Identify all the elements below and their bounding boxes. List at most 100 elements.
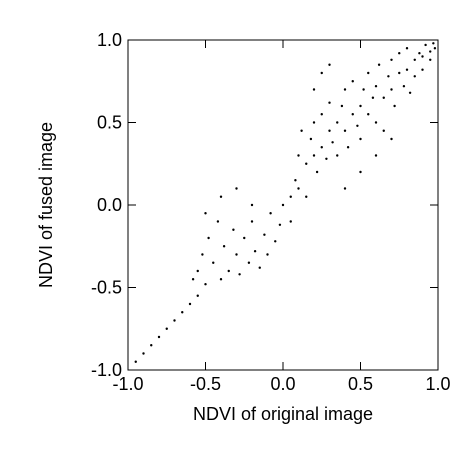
point	[300, 129, 303, 132]
point	[212, 261, 215, 264]
point	[393, 104, 396, 108]
point	[204, 212, 207, 215]
point	[402, 85, 406, 88]
point	[421, 68, 424, 71]
point	[274, 240, 277, 243]
point	[421, 55, 424, 58]
point	[374, 85, 378, 88]
point	[263, 233, 266, 236]
point	[362, 88, 365, 91]
point	[328, 129, 331, 132]
point	[359, 104, 362, 108]
y-tick-label: 0.0	[97, 195, 122, 215]
point	[377, 63, 381, 66]
point	[405, 68, 409, 71]
point	[346, 146, 350, 149]
point	[227, 269, 230, 273]
point	[269, 212, 272, 215]
point	[320, 113, 323, 116]
point	[235, 187, 238, 190]
x-tick-label: -0.5	[190, 374, 221, 394]
point	[297, 187, 300, 190]
point	[181, 311, 184, 314]
point	[258, 266, 261, 269]
point	[382, 96, 385, 99]
point	[331, 141, 334, 144]
y-tick-label: 1.0	[97, 30, 122, 50]
point	[188, 302, 192, 306]
point	[312, 154, 316, 157]
point	[387, 75, 390, 78]
point	[243, 236, 246, 240]
point	[289, 195, 292, 198]
point	[320, 146, 323, 149]
point	[398, 71, 401, 75]
point	[315, 170, 319, 174]
y-tick-label: 0.5	[97, 113, 122, 133]
point	[390, 88, 393, 91]
point	[196, 294, 199, 297]
point	[356, 124, 359, 128]
point	[374, 154, 378, 157]
point	[374, 121, 378, 124]
point	[250, 220, 254, 223]
point	[173, 319, 176, 322]
point	[201, 253, 204, 256]
point	[371, 96, 375, 99]
point	[336, 154, 339, 157]
point	[165, 327, 168, 330]
point	[204, 283, 207, 286]
point	[325, 157, 328, 160]
point	[305, 162, 308, 165]
point	[281, 203, 285, 207]
point	[191, 278, 195, 281]
point	[359, 137, 362, 141]
point	[429, 50, 432, 53]
point	[359, 170, 362, 174]
y-tick-label: -0.5	[91, 278, 122, 298]
point	[294, 179, 297, 182]
point	[207, 236, 210, 240]
point	[238, 273, 241, 276]
point	[390, 137, 393, 141]
point	[390, 58, 393, 61]
point	[405, 47, 409, 50]
point	[196, 269, 199, 273]
point	[216, 220, 220, 223]
point	[309, 137, 313, 141]
point	[328, 63, 331, 66]
point	[433, 47, 437, 50]
point	[351, 80, 354, 83]
point	[232, 228, 235, 231]
point	[312, 88, 316, 91]
point	[142, 352, 145, 355]
y-tick-label: -1.0	[91, 360, 122, 380]
point	[250, 203, 254, 207]
y-axis-title: NDVI of fused image	[36, 122, 56, 288]
point	[343, 129, 347, 132]
x-tick-label: 0.5	[348, 374, 373, 394]
point	[312, 121, 316, 124]
point	[222, 245, 226, 248]
point	[413, 58, 416, 61]
point	[408, 91, 412, 95]
point	[157, 335, 161, 339]
x-tick-label: -1.0	[112, 374, 143, 394]
point	[340, 104, 344, 108]
point	[432, 42, 435, 45]
point	[235, 253, 238, 256]
point	[297, 154, 300, 157]
point	[134, 360, 137, 363]
point	[351, 113, 354, 116]
point	[305, 195, 308, 198]
point	[367, 71, 370, 75]
point	[382, 129, 385, 132]
x-axis-title: NDVI of original image	[193, 404, 373, 424]
point	[367, 113, 370, 116]
point	[219, 195, 223, 198]
point	[429, 58, 432, 61]
point	[247, 261, 251, 264]
point	[278, 223, 282, 226]
point	[150, 344, 153, 347]
